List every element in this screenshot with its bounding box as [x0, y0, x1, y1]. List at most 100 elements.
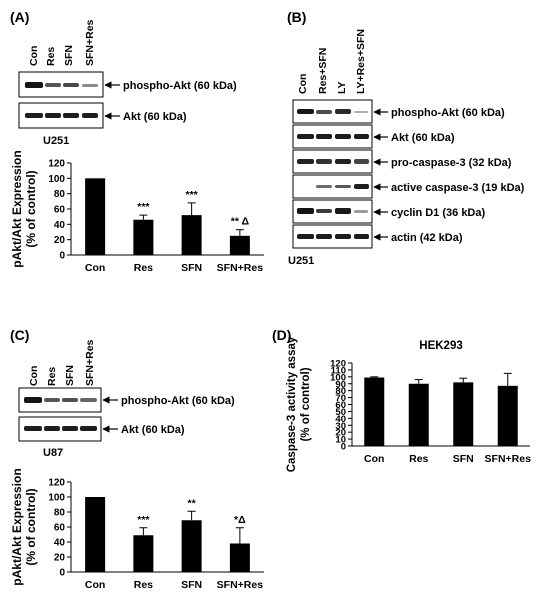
y-tick-label: 80	[335, 386, 346, 397]
panel-b-lane-headers: Con Res+SFN LY LY+Res+SFN	[297, 29, 367, 94]
significance-label: *Δ	[234, 514, 246, 526]
category-label: SFN+Res	[217, 262, 264, 274]
category-label: Con	[85, 579, 105, 591]
blot-box	[292, 149, 373, 174]
blot-band	[316, 209, 332, 213]
blot-label: Akt (60 kDa)	[121, 424, 185, 436]
blot-band	[335, 234, 351, 239]
blot-box	[292, 199, 373, 224]
bar	[229, 543, 250, 572]
y-axis-label: pAkt/Akt Expression(% of control)	[10, 468, 38, 585]
y-tick-label: 110	[331, 365, 346, 376]
significance-label: ***	[137, 201, 150, 213]
category-label: Con	[364, 453, 384, 465]
blot-band	[62, 426, 78, 431]
panel-label-d: (D)	[272, 327, 291, 343]
blot-band	[316, 134, 332, 139]
y-axis-label: Caspase-3 activity assay (% of control)	[286, 336, 312, 472]
significance-label: ***	[185, 189, 198, 201]
cell-line-label: U251	[43, 135, 69, 147]
lane-header: SFN+Res	[84, 339, 96, 386]
blot-box	[292, 124, 373, 149]
y-axis-label-line: (% of control)	[24, 170, 38, 247]
lane-header: SFN	[63, 45, 75, 66]
blot-band	[24, 426, 42, 431]
bar	[364, 377, 385, 446]
chart-panel-c: 0 20 40 60 80 100 120 pAkt/Akt Expression(% of …	[10, 468, 264, 591]
blot-band	[82, 113, 98, 118]
category-label: Res	[409, 453, 428, 465]
lane-header: Res	[45, 47, 57, 66]
y-tick-label: 90	[335, 379, 346, 390]
cell-line-label: U87	[43, 447, 63, 459]
y-tick-label: 30	[335, 421, 346, 432]
blot-label: phospho-Akt (60 kDa)	[391, 107, 505, 119]
y-axis-label: pAkt/Akt Expression(% of control)	[10, 150, 38, 267]
blot-band	[297, 208, 314, 214]
blot-label: active caspase-3 (19 kDa)	[391, 182, 525, 194]
y-tick-label: 0	[59, 568, 65, 579]
blot-label: Akt (60 kDa)	[391, 132, 455, 144]
blot-band	[45, 113, 61, 118]
y-tick-label: 40	[54, 220, 66, 231]
blot-label: cyclin D1 (36 kDa)	[391, 207, 485, 219]
blot-band	[297, 109, 314, 114]
y-axis-label-line: pAkt/Akt Expression	[10, 468, 24, 585]
y-tick-label: 50	[335, 407, 346, 418]
y-tick-label: 80	[54, 508, 66, 519]
category-label: SFN	[181, 262, 202, 274]
bar	[133, 535, 154, 572]
blot-box	[292, 99, 373, 124]
category-label: SFN+Res	[217, 579, 264, 591]
blot-band	[335, 208, 351, 214]
y-axis-label-line: pAkt/Akt Expression	[10, 150, 24, 267]
blot-band	[316, 110, 332, 114]
blot-band	[354, 234, 369, 239]
y-axis-label-line: (% of control)	[24, 488, 38, 565]
blot-box	[292, 174, 373, 199]
blot-band	[316, 159, 332, 164]
blot-band	[297, 159, 314, 164]
blot-label: phospho-Akt (60 kDa)	[123, 80, 237, 92]
category-label: SFN	[453, 453, 474, 465]
panel-c-lane-headers: Con Res SFN SFN+Res	[28, 339, 96, 386]
blot-band	[45, 83, 61, 87]
chart-title: HEK293	[419, 340, 462, 352]
blot-band	[44, 426, 60, 431]
blot-band	[80, 426, 97, 431]
y-tick-label: 100	[48, 493, 65, 504]
panel-b-blots: phospho-Akt (60 kDa) Akt (60 kDa) pro-ca…	[292, 99, 525, 249]
blot-band	[44, 398, 60, 402]
significance-label: **	[188, 497, 197, 509]
blot-band	[354, 134, 369, 139]
significance-label: ***	[137, 514, 150, 526]
blot-band	[335, 109, 351, 114]
blot-box	[292, 224, 373, 249]
blot-band	[354, 159, 369, 164]
blot-label: Akt (60 kDa)	[123, 111, 187, 123]
y-tick-label: 10	[335, 435, 346, 446]
y-tick-label: 70	[335, 393, 346, 404]
blot-band	[63, 83, 79, 87]
bar	[181, 520, 202, 572]
blot-band	[316, 234, 332, 239]
lane-header: Con	[28, 46, 40, 66]
chart-panel-a: 0 20 40 60 80 100 120 pAkt/Akt Expression(% of …	[10, 150, 264, 274]
blot-band	[297, 134, 314, 139]
y-tick-label: 20	[335, 428, 346, 439]
bar	[85, 497, 106, 572]
y-tick-label: 100	[330, 372, 346, 383]
bar	[85, 178, 106, 255]
y-tick-label: 20	[54, 553, 66, 564]
y-axis-label-line: Caspase-3 activity assay	[286, 336, 298, 472]
lane-header: SFN+Res	[84, 19, 96, 66]
panel-c-blots: phospho-Akt (60 kDa) Akt (60 kDa)	[18, 387, 235, 442]
lane-header: LY+Res+SFN	[355, 29, 367, 94]
y-tick-label: 60	[54, 205, 66, 216]
lane-header: SFN	[64, 365, 76, 386]
blot-band	[354, 111, 368, 113]
blot-label: actin (42 kDa)	[391, 232, 463, 244]
y-tick-label: 100	[48, 174, 65, 185]
bar	[497, 385, 518, 446]
